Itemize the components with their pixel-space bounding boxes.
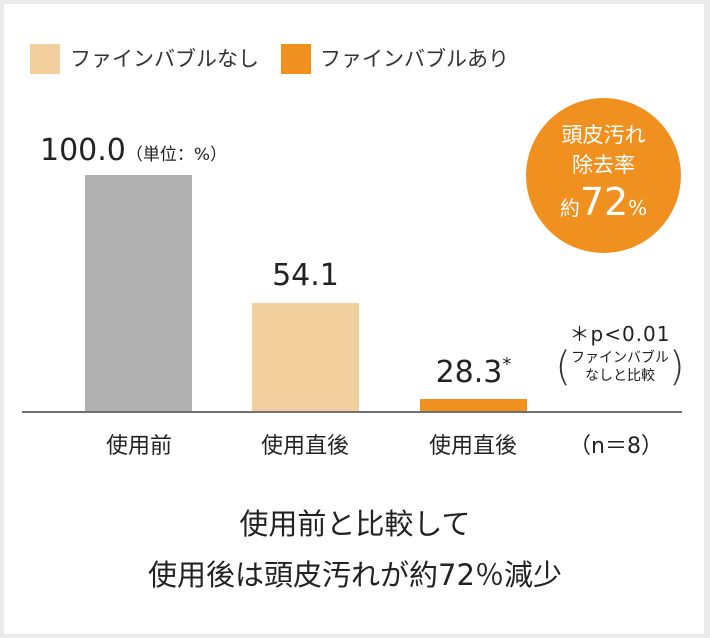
- unit-label: （単位：%）: [125, 145, 228, 165]
- badge-value: 約72%: [560, 180, 647, 232]
- legend-label-without-bubble: ファインバブルなし: [70, 47, 259, 71]
- bar-value-with-bubble-number: 28.3: [435, 355, 503, 390]
- badge-number: 72: [579, 179, 629, 224]
- bar-with-bubble: [420, 399, 527, 412]
- bar-value-with-bubble: 28.3*: [420, 354, 527, 390]
- bar-value-before-number: 100.0: [40, 133, 126, 168]
- p-value-label: ＊p<0.01: [569, 322, 671, 346]
- badge-suffix: %: [628, 195, 648, 220]
- note-line2: なしと比較: [585, 368, 655, 384]
- bar-value-without-bubble: 54.1: [272, 258, 339, 293]
- removal-rate-badge: 頭皮汚れ 除去率 約72%: [526, 98, 681, 253]
- legend-label-with-bubble: ファインバブルあり: [320, 47, 509, 71]
- sample-size-label: （n＝8）: [569, 434, 663, 459]
- legend-swatch-with-bubble: [281, 44, 311, 74]
- badge-line2: 除去率: [572, 152, 635, 177]
- significance-paren-group: ( ファインバブル なしと比較 ): [550, 347, 690, 387]
- bar-before-use: [85, 175, 192, 412]
- summary-line2: 使用後は頭皮汚れが約72％減少: [148, 558, 562, 592]
- legend-swatch-without-bubble: [30, 44, 60, 74]
- x-label-with-bubble: 使用直後: [428, 434, 517, 459]
- badge-line1: 頭皮汚れ: [561, 122, 646, 147]
- significance-note: ＊p<0.01 ( ファインバブル なしと比較 ): [550, 318, 690, 387]
- summary-line1: 使用前と比較して: [239, 507, 471, 541]
- close-paren: ): [669, 344, 685, 390]
- significance-note-text: ファインバブル なしと比較: [571, 349, 669, 385]
- x-axis-baseline: [22, 411, 682, 413]
- open-paren: (: [555, 344, 571, 390]
- bar-value-before: 100.0（単位：%）: [40, 133, 227, 168]
- significance-marker: *: [502, 354, 512, 375]
- note-line1: ファインバブル: [571, 350, 669, 366]
- bar-without-bubble: [252, 303, 359, 412]
- x-label-without-bubble: 使用直後: [260, 434, 349, 459]
- badge-prefix: 約: [559, 195, 580, 220]
- x-label-before: 使用前: [105, 434, 172, 459]
